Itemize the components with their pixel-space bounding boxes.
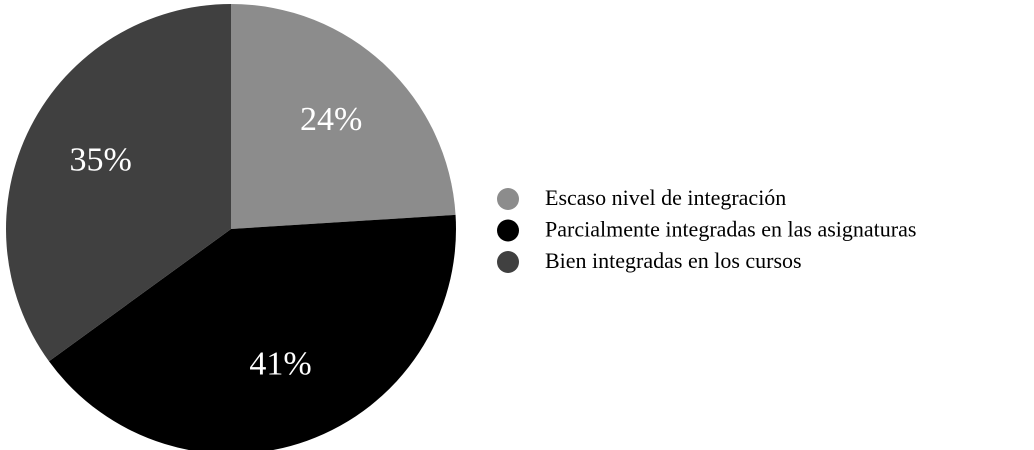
slice-label: 41% xyxy=(249,345,311,382)
pie-slice xyxy=(48,214,456,450)
legend-swatch xyxy=(497,219,519,242)
slice-label: 24% xyxy=(300,101,362,138)
legend-swatch xyxy=(497,188,519,210)
legend-swatch xyxy=(497,251,519,273)
pie-slice xyxy=(231,4,456,229)
pie-slice xyxy=(6,4,231,362)
slice-label: 35% xyxy=(70,141,132,178)
legend-label: Bien integradas en los cursos xyxy=(545,248,802,273)
legend-label: Escaso nivel de integración xyxy=(545,185,786,210)
legend-label: Parcialmente integradas en las asignatur… xyxy=(545,217,916,242)
